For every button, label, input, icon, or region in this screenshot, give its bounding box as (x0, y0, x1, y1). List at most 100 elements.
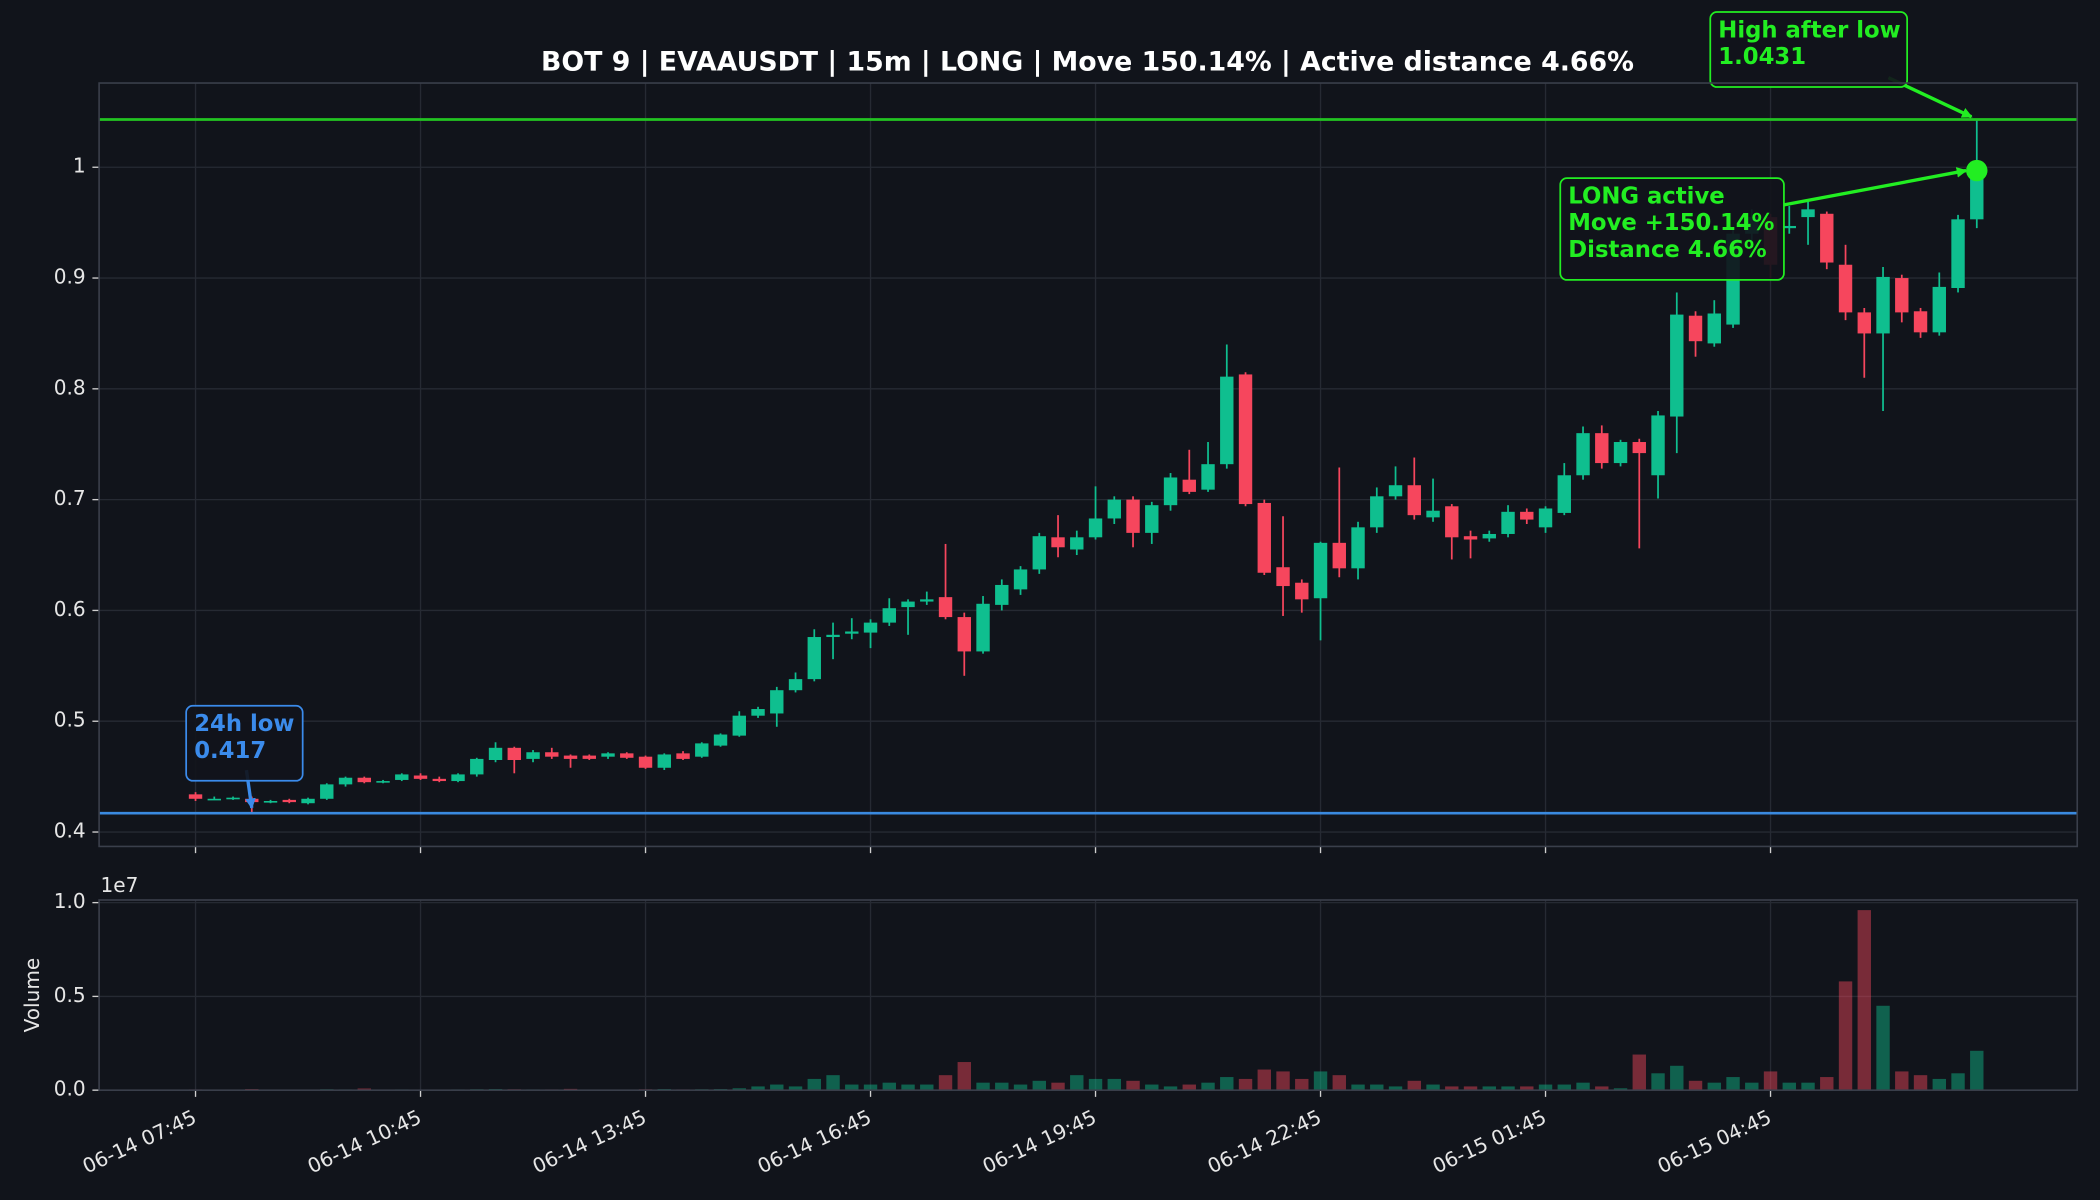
candle-body (376, 781, 390, 783)
volume-bar (1595, 1086, 1609, 1091)
annotation-text: 1.0431 (1718, 44, 1806, 70)
candle-body (1838, 264, 1853, 313)
volume-bar (1070, 1075, 1084, 1091)
volume-bar (1801, 1082, 1815, 1091)
candle-body (1913, 311, 1928, 333)
volume-bar (1520, 1086, 1534, 1091)
volume-bar (1970, 1050, 1984, 1091)
volume-bar (1876, 1005, 1890, 1091)
candle-body (751, 709, 765, 716)
volume-bar (1276, 1071, 1290, 1091)
y-tick-label: 0.9 (54, 265, 86, 289)
y-tick-label: 0.8 (54, 375, 86, 399)
candle-body (413, 775, 428, 779)
volume-bar (1351, 1084, 1365, 1091)
volume-bar (1895, 1071, 1909, 1091)
volume-bar (901, 1084, 915, 1091)
volume-bar (957, 1062, 971, 1091)
volume-bar (1182, 1084, 1196, 1091)
candle-body (1013, 569, 1028, 590)
candle-body (1126, 499, 1140, 533)
candle-body (545, 752, 559, 757)
volume-bar (1782, 1082, 1796, 1091)
candle-body (995, 584, 1009, 605)
candle-body (282, 799, 296, 803)
volume-y-tick-label: 1.0 (54, 889, 86, 913)
y-tick-label: 0.5 (54, 708, 86, 732)
candle-body (1951, 219, 1965, 289)
candle-body (1857, 312, 1871, 334)
volume-bar (770, 1084, 784, 1091)
annotation-box (1709, 11, 1909, 88)
annotation-arrow (1783, 167, 1968, 207)
candle-body (638, 756, 653, 768)
candle-body (863, 622, 878, 633)
candle-body (320, 784, 334, 799)
candle-body (563, 755, 578, 759)
candle-body (976, 603, 990, 652)
volume-bar (1426, 1084, 1440, 1091)
volume-bar (1295, 1078, 1309, 1091)
volume-bar (1145, 1084, 1159, 1091)
candle-body (338, 777, 353, 785)
candle-body (1238, 374, 1253, 505)
volume-bar (1651, 1073, 1665, 1091)
volume-bar (807, 1078, 821, 1091)
volume-bar (1370, 1084, 1384, 1091)
volume-bar (1932, 1078, 1946, 1091)
chart-title: BOT 9 | EVAAUSDT | 15m | LONG | Move 150… (541, 46, 1634, 77)
candle-body (470, 758, 484, 775)
annotation-text: High after low (1718, 17, 1900, 43)
candle-body (263, 801, 278, 803)
volume-bar (1913, 1075, 1928, 1091)
candle-body (451, 774, 465, 782)
volume-bar (976, 1082, 990, 1091)
candle-body (1276, 567, 1290, 587)
candle-body (1820, 213, 1834, 263)
candle-body (301, 798, 315, 804)
volume-bar (1445, 1086, 1459, 1091)
volume-bar (1763, 1071, 1778, 1091)
candle-body (1445, 506, 1459, 538)
candle-body (488, 747, 503, 761)
candle-body (1895, 278, 1909, 313)
candle-body (601, 753, 615, 757)
annotation-text: LONG active (1568, 183, 1724, 209)
candle-body (432, 778, 446, 782)
candle-body (770, 690, 784, 714)
candle-body (788, 679, 803, 691)
volume-bar (1576, 1082, 1590, 1091)
volume-bar (1163, 1086, 1178, 1091)
candle-body (938, 597, 953, 618)
candle-body (1651, 415, 1665, 476)
candle-body (1670, 314, 1684, 417)
candle-body (526, 752, 540, 759)
volume-bar (1745, 1082, 1759, 1091)
candle-body (188, 794, 203, 799)
y-tick-label: 0.4 (54, 819, 86, 843)
volume-bar (1257, 1069, 1271, 1091)
volume-bar (732, 1088, 746, 1091)
y-tick-label: 1 (73, 154, 86, 178)
volume-bar (1688, 1080, 1703, 1091)
candle-body (1388, 485, 1403, 497)
candle-body (1313, 542, 1328, 599)
volume-bar (1051, 1082, 1065, 1091)
candle-body (207, 798, 221, 801)
current-price-dot (1966, 159, 1988, 182)
volume-bar (1613, 1088, 1628, 1091)
candle-body (357, 777, 371, 783)
volume-bar (1013, 1084, 1028, 1091)
candle-body (1595, 433, 1609, 464)
candle-body (1407, 485, 1421, 516)
candle-body (582, 755, 596, 759)
volume-bar (1951, 1073, 1965, 1091)
volume-bar (863, 1084, 878, 1091)
candle-body (1145, 505, 1159, 533)
volume-bar (1126, 1080, 1140, 1091)
candle-body (1801, 209, 1815, 218)
candle-body (882, 608, 896, 623)
candle-body (395, 774, 409, 780)
